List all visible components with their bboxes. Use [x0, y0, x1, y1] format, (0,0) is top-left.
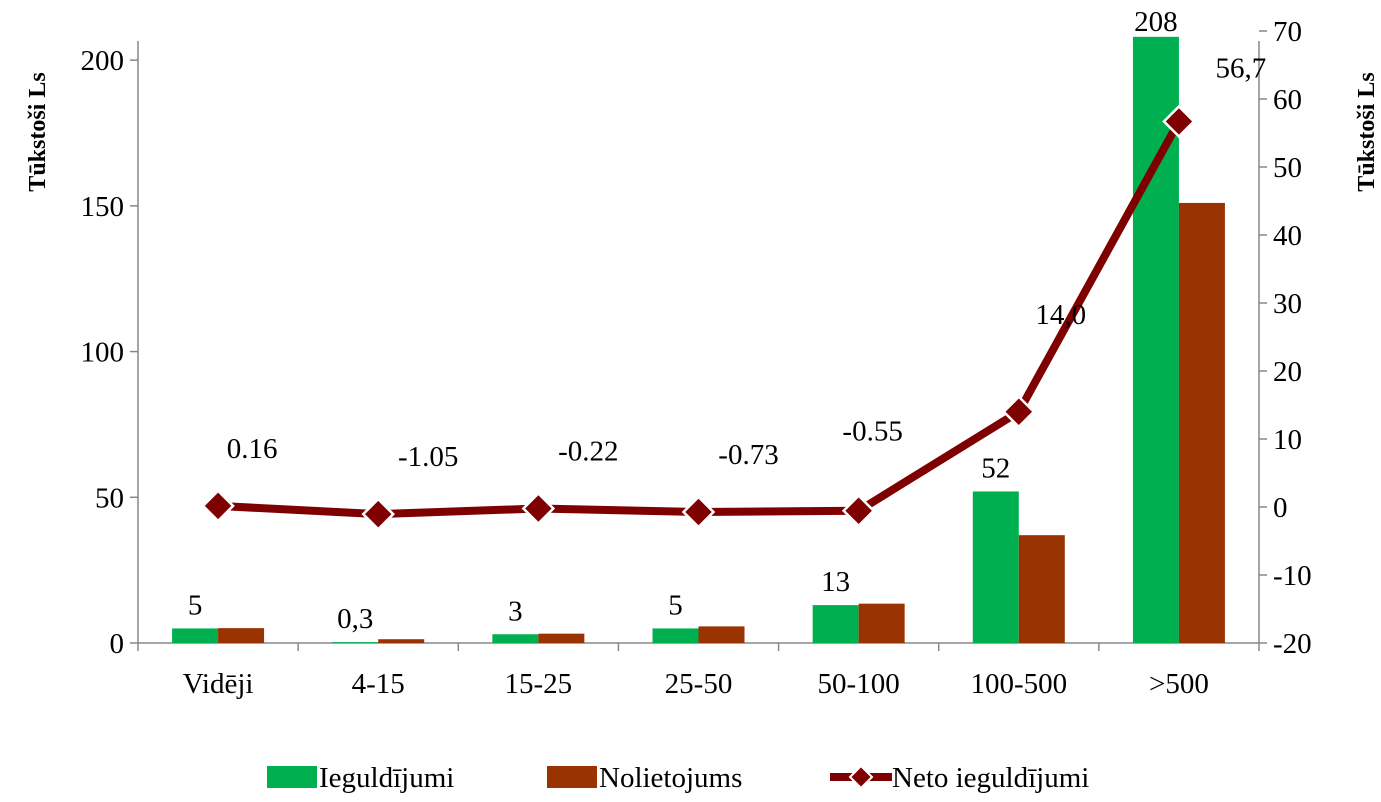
right-tick-label: 0 — [1273, 492, 1288, 524]
left-tick-label: 100 — [81, 337, 125, 369]
right-tick-label: 30 — [1273, 288, 1302, 320]
right-tick-label: 20 — [1273, 356, 1302, 388]
left-axis-title: Tūkstoši Ls — [25, 72, 51, 191]
left-tick-label: 0 — [110, 628, 125, 660]
right-tick-label: -20 — [1273, 628, 1312, 660]
net-line-marker — [361, 497, 395, 531]
axes: 0 50 100 150 200 -20 -10 0 10 20 30 40 50 60 70 Vidēji 4… — [25, 16, 1380, 700]
left-tick-label: 200 — [81, 45, 125, 77]
category-label: 50-100 — [818, 668, 900, 700]
legend-marker — [848, 764, 874, 790]
net-line-marker — [681, 495, 716, 529]
right-axis-title: Tūkstoši Ls — [1354, 72, 1380, 191]
bar-value-label: 208 — [1134, 6, 1178, 38]
net-line-marker — [1162, 104, 1196, 139]
category-label: >500 — [1149, 668, 1209, 700]
net-line-marker — [841, 493, 876, 528]
right-tick-label: -10 — [1273, 560, 1312, 592]
bar-value-label: 52 — [981, 452, 1010, 484]
bar-value-label: 5 — [188, 589, 203, 621]
bar-ieguldijumi — [812, 605, 859, 643]
bar-ieguldijumi — [332, 642, 379, 643]
bar-nolietojums — [698, 626, 745, 643]
bar-value-label: 13 — [821, 566, 850, 598]
category-label: 25-50 — [665, 668, 733, 700]
bar-ieguldijumi — [172, 628, 219, 643]
line-value-label: -0.55 — [842, 416, 902, 448]
category-label: 15-25 — [505, 668, 573, 700]
legend-item: Nolietojums — [547, 762, 742, 794]
line-value-label: -0.22 — [558, 435, 618, 467]
data-labels: 5 0,3 3 5 13 52 208 0.16 -1.05 -0.22 -0.73 -0.55 14,… — [188, 6, 1266, 635]
bar-ieguldijumi — [972, 491, 1019, 643]
bar-value-label: 0,3 — [337, 603, 373, 635]
legend-label: Nolietojums — [599, 762, 742, 794]
bar-value-label: 5 — [668, 589, 683, 621]
category-label: 100-500 — [970, 668, 1067, 700]
right-tick-label: 10 — [1273, 424, 1302, 456]
left-tick-label: 50 — [95, 482, 124, 514]
bar-nolietojums — [378, 639, 425, 643]
right-tick-label: 70 — [1273, 16, 1302, 48]
line-value-label: 0.16 — [227, 433, 278, 465]
legend-item: Neto ieguldījumi — [830, 762, 1089, 794]
right-tick-label: 60 — [1273, 84, 1302, 116]
legend-label: Neto ieguldījumi — [892, 762, 1089, 794]
bar-nolietojums — [1018, 535, 1065, 643]
line-value-label: 56,7 — [1216, 52, 1267, 84]
net-line-marker — [1002, 395, 1036, 429]
left-tick-label: 150 — [81, 191, 125, 223]
line-value-label: -1.05 — [398, 441, 458, 473]
category-label: 4-15 — [352, 668, 405, 700]
legend: Ieguldījumi Nolietojums Neto ieguldījumi — [267, 762, 1089, 794]
right-tick-label: 40 — [1273, 220, 1302, 252]
bar-nolietojums — [1178, 202, 1225, 643]
bar-ieguldijumi — [652, 628, 699, 643]
legend-swatch — [267, 766, 317, 788]
net-investment-line — [201, 104, 1196, 531]
line-value-label: -0.73 — [718, 439, 778, 471]
bars — [172, 36, 1225, 644]
net-line-marker — [521, 491, 556, 526]
bar-nolietojums — [858, 603, 905, 643]
bar-ieguldijumi — [492, 634, 539, 643]
bar-nolietojums — [538, 633, 585, 643]
bar-value-label: 3 — [508, 595, 523, 627]
bar-nolietojums — [218, 628, 265, 643]
net-line-marker — [201, 489, 235, 523]
right-tick-label: 50 — [1273, 152, 1302, 184]
legend-label: Ieguldījumi — [319, 762, 454, 794]
legend-swatch — [547, 766, 597, 788]
category-label: Vidēji — [183, 668, 254, 700]
legend-item: Ieguldījumi — [267, 762, 454, 794]
line-value-label: 14,0 — [1035, 299, 1086, 331]
